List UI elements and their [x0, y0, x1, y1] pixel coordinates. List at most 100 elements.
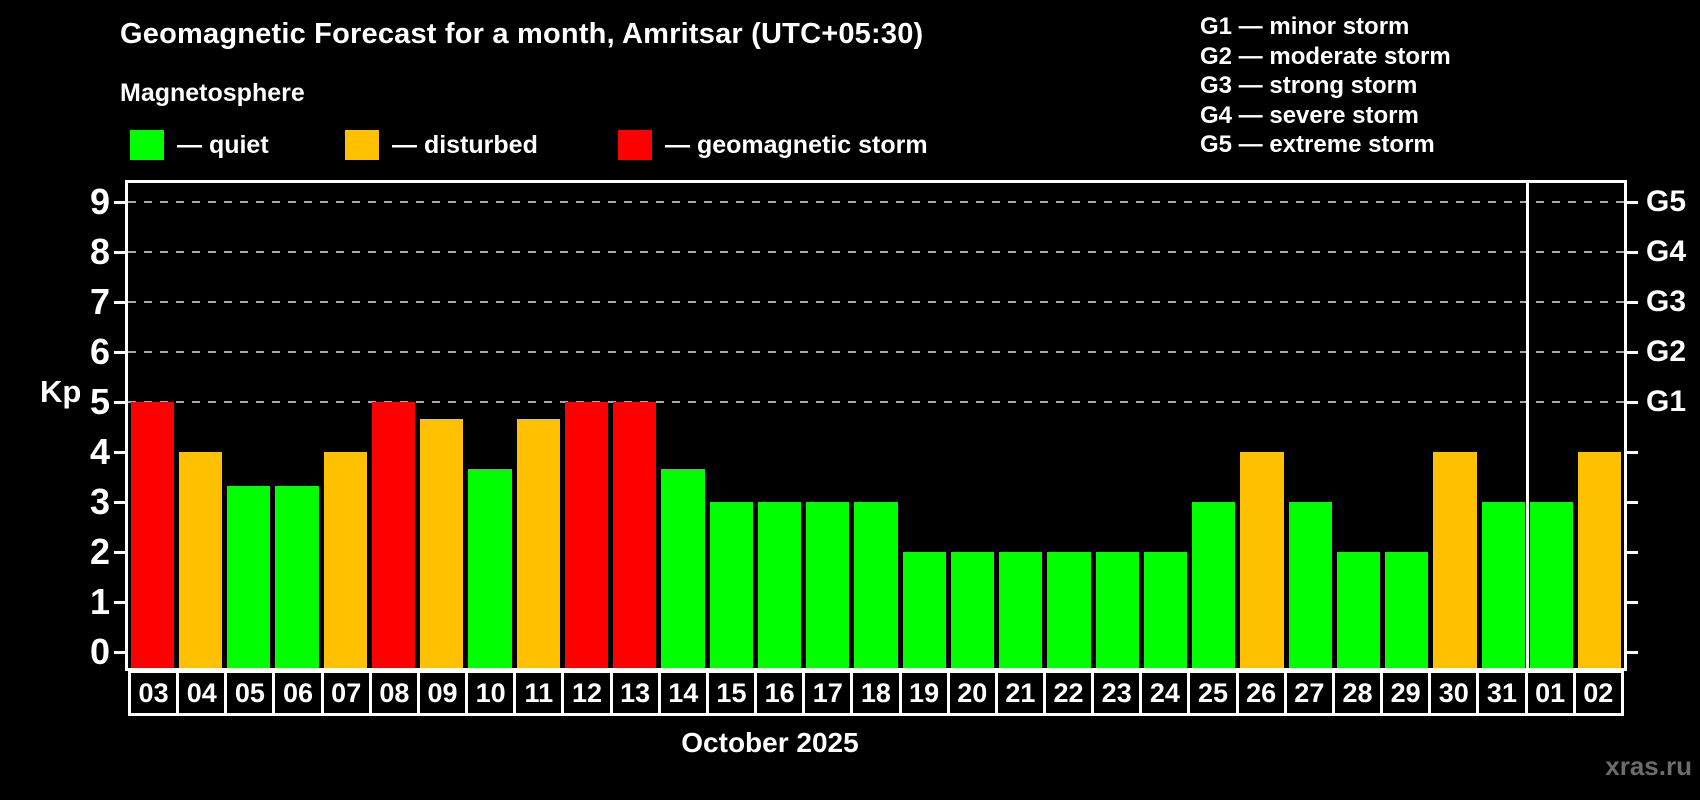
- plot-area: [125, 180, 1627, 671]
- kp-bar-02: [1578, 452, 1622, 668]
- legend-item-quiet: — quiet: [130, 129, 269, 161]
- date-cell-10: 10: [465, 673, 513, 713]
- right-axis-label-g2: G2: [1646, 335, 1687, 368]
- legend-label-disturbed: — disturbed: [392, 130, 538, 159]
- right-axis-label-g3: G3: [1646, 285, 1687, 318]
- left-tick-8: [114, 250, 128, 254]
- right-tick-8: [1624, 250, 1638, 254]
- date-cell-03: 03: [138, 677, 169, 708]
- date-cell-12: 12: [561, 673, 609, 713]
- right-tick-2: [1624, 550, 1638, 554]
- storm-color-swatch: [618, 130, 652, 160]
- kp-bar-06: [275, 485, 319, 668]
- kp-bar-30: [1433, 452, 1477, 668]
- left-tick-0: [114, 650, 128, 654]
- month-separator: [1525, 183, 1529, 668]
- date-cell-29: 29: [1380, 673, 1428, 713]
- legend-item-storm: — geomagnetic storm: [618, 129, 928, 161]
- date-cell-26: 26: [1235, 673, 1284, 713]
- right-tick-1: [1624, 600, 1638, 604]
- date-cell-01: 01: [1524, 673, 1573, 713]
- kp-bar-15: [709, 502, 753, 668]
- gridline-kp8: [128, 251, 1624, 253]
- gridline-kp5: [128, 401, 1624, 403]
- y-tick-label-4: 4: [89, 431, 110, 472]
- date-cell-27: 27: [1283, 673, 1332, 713]
- right-tick-0: [1624, 650, 1638, 654]
- kp-bar-09: [420, 418, 464, 668]
- left-tick-3: [114, 500, 128, 504]
- gridline-kp9: [128, 201, 1624, 203]
- kp-bar-17: [806, 502, 850, 668]
- date-cell-05: 05: [224, 673, 272, 713]
- left-tick-4: [114, 450, 128, 454]
- kp-bar-25: [1192, 502, 1236, 668]
- kp-bar-23: [1095, 552, 1139, 668]
- gridline-kp7: [128, 301, 1624, 303]
- right-tick-5: [1624, 400, 1638, 404]
- right-axis-label-g4: G4: [1646, 235, 1687, 268]
- date-cell-28: 28: [1331, 673, 1380, 713]
- date-cell-22: 22: [1042, 673, 1091, 713]
- date-cell-13: 13: [609, 673, 658, 713]
- date-cell-30: 30: [1428, 673, 1476, 713]
- legend-item-disturbed: — disturbed: [345, 129, 538, 161]
- kp-bar-07: [323, 452, 367, 668]
- kp-bar-03: [130, 402, 174, 668]
- storm-scale-legend: G1 — minor storm G2 — moderate storm G3 …: [1200, 12, 1451, 160]
- storm-scale-g1: G1 — minor storm: [1200, 13, 1410, 40]
- kp-bar-21: [999, 552, 1043, 668]
- kp-bar-04: [178, 452, 222, 668]
- date-cell-17: 17: [802, 673, 850, 713]
- date-cell-06: 06: [272, 673, 320, 713]
- kp-bar-12: [564, 402, 609, 668]
- kp-bar-28: [1336, 552, 1381, 668]
- left-tick-1: [114, 600, 128, 604]
- date-cell-25: 25: [1187, 673, 1235, 713]
- date-cell-08: 08: [368, 673, 417, 713]
- date-cell-09: 09: [416, 673, 465, 713]
- date-cell-19: 19: [898, 673, 947, 713]
- y-tick-label-0: 0: [89, 631, 110, 672]
- date-cell-31: 31: [1476, 673, 1524, 713]
- date-cell-04: 04: [176, 673, 224, 713]
- kp-bar-08: [371, 402, 416, 668]
- kp-bar-13: [613, 402, 657, 668]
- y-tick-label-8: 8: [89, 231, 110, 272]
- kp-bar-05: [227, 485, 271, 668]
- kp-bar-11: [516, 418, 560, 668]
- kp-bar-16: [757, 502, 802, 668]
- watermark: xras.ru: [1605, 751, 1692, 781]
- right-axis-label-g1: G1: [1646, 385, 1687, 418]
- right-axis-label-g5: G5: [1646, 185, 1687, 218]
- y-tick-label-2: 2: [89, 531, 110, 572]
- x-axis-date-row: 03 04 05 06 07 08 09 10 11 12 13 14 15 16 17 18 19 20 21 22…: [128, 670, 1624, 716]
- chart-subtitle: Magnetosphere: [120, 79, 305, 107]
- y-axis-title: Kp: [40, 374, 82, 409]
- kp-bar-18: [854, 502, 898, 668]
- y-tick-label-7: 7: [89, 281, 110, 322]
- left-tick-9: [114, 200, 128, 204]
- kp-bar-14: [661, 468, 705, 668]
- date-cell-18: 18: [850, 673, 898, 713]
- storm-scale-g3: G3 — strong storm: [1200, 72, 1418, 99]
- kp-bar-24: [1143, 552, 1188, 668]
- right-tick-3: [1624, 500, 1638, 504]
- date-cell-07: 07: [320, 673, 369, 713]
- y-tick-label-9: 9: [89, 181, 110, 222]
- kp-bar-10: [468, 468, 512, 668]
- date-cell-23: 23: [1091, 673, 1139, 713]
- left-tick-7: [114, 300, 128, 304]
- left-tick-6: [114, 350, 128, 354]
- storm-scale-g5: G5 — extreme storm: [1200, 131, 1435, 158]
- date-cell-02: 02: [1572, 673, 1621, 713]
- y-tick-label-3: 3: [89, 481, 110, 522]
- date-cell-11: 11: [513, 673, 561, 713]
- legend-label-storm: — geomagnetic storm: [665, 130, 928, 159]
- date-cell-15: 15: [705, 673, 754, 713]
- date-cell-21: 21: [994, 673, 1043, 713]
- left-tick-2: [114, 550, 128, 554]
- y-tick-label-1: 1: [89, 581, 110, 622]
- disturbed-color-swatch: [345, 130, 379, 160]
